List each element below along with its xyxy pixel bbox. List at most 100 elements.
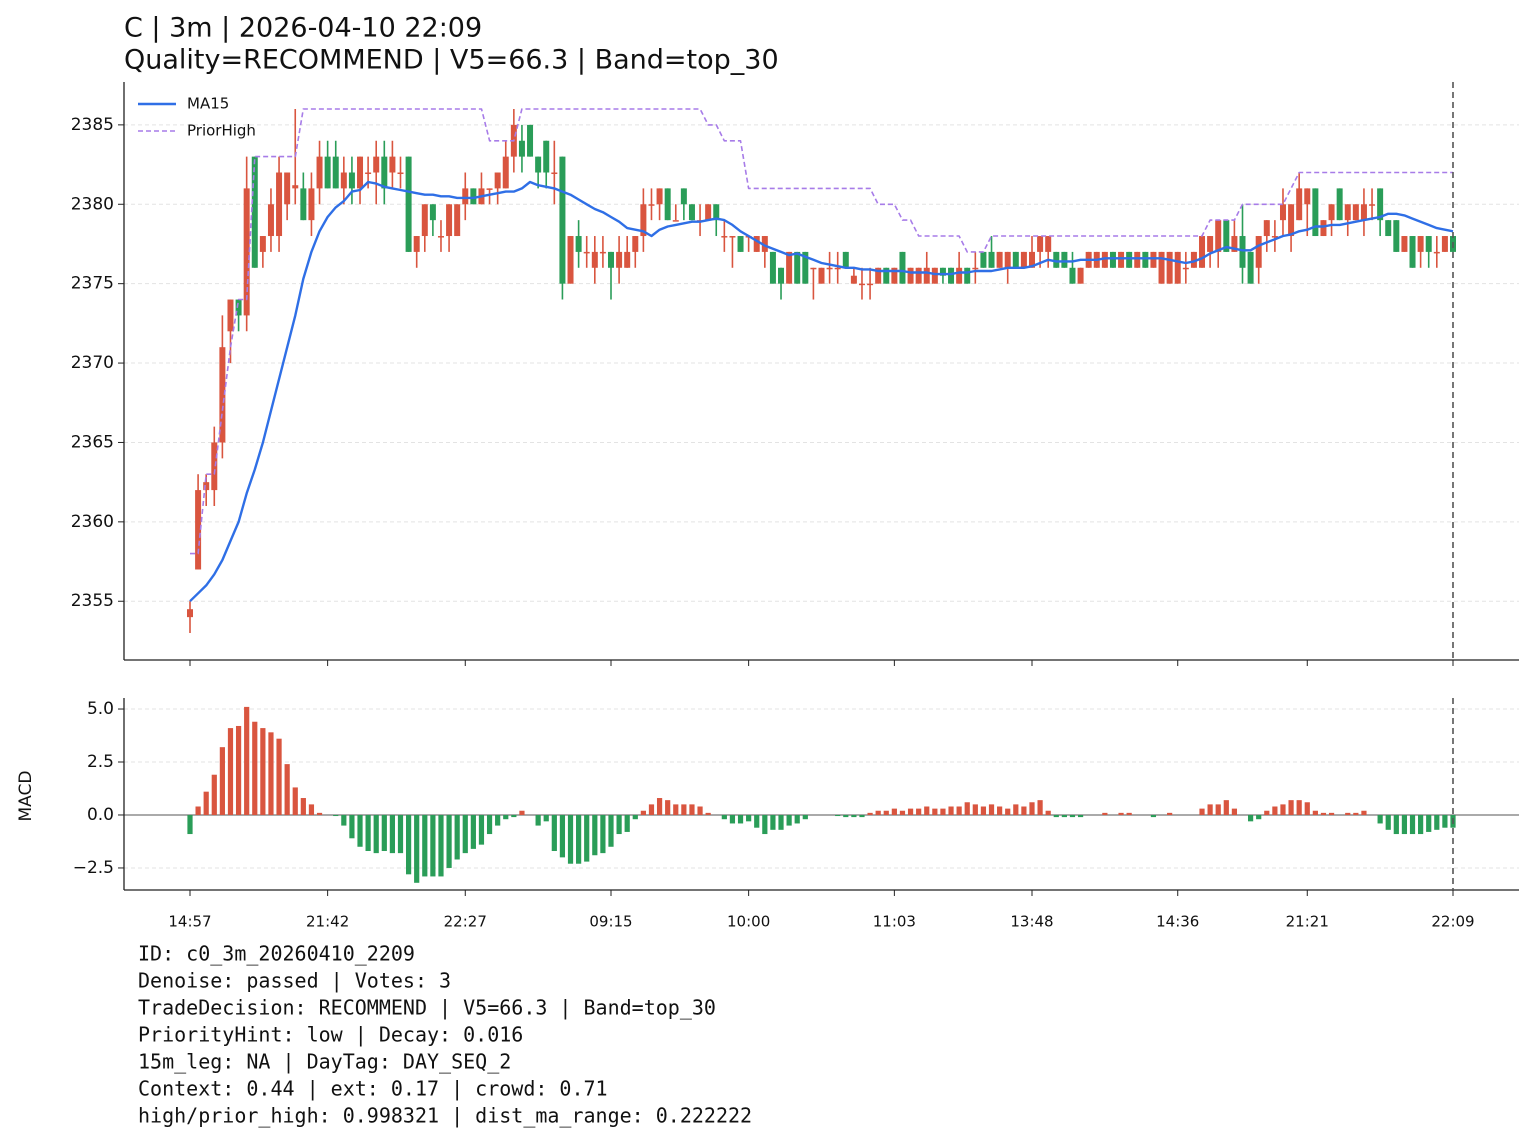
- macd-bar: [252, 721, 258, 815]
- macd-bar: [1264, 810, 1270, 815]
- macd-bar: [478, 814, 485, 845]
- candle-body: [980, 251, 987, 268]
- macd-bar: [1304, 802, 1310, 815]
- macd-bar: [867, 812, 873, 815]
- candle-body: [786, 251, 793, 284]
- candle-body: [1142, 251, 1149, 268]
- candle-body: [599, 251, 606, 254]
- candle-body: [850, 275, 857, 284]
- macd-bar: [1409, 814, 1416, 835]
- candle-body: [332, 156, 339, 189]
- candle-body: [340, 172, 347, 189]
- candle-body: [195, 490, 202, 570]
- y-tick-label: 2360: [71, 512, 114, 532]
- macd-bar: [1005, 808, 1011, 815]
- macd-bar: [1442, 814, 1448, 828]
- series-line: [189, 180, 1454, 603]
- macd-bar: [1280, 804, 1286, 815]
- macd-bar: [616, 814, 622, 835]
- candle-body: [211, 442, 218, 491]
- x-tick-label: 14:36: [1156, 913, 1199, 931]
- candle-body: [1304, 188, 1311, 205]
- macd-bar: [956, 806, 962, 815]
- macd-bar: [697, 806, 703, 815]
- macd-bar: [988, 804, 995, 815]
- candle-body: [964, 267, 971, 284]
- annotation-line: PriorityHint: low | Decay: 0.016: [138, 1023, 523, 1047]
- candle-body: [624, 251, 631, 268]
- macd-bar: [519, 810, 525, 815]
- macd-bar: [244, 706, 250, 815]
- y-tick-label: 2370: [71, 353, 114, 373]
- candle-body: [1223, 220, 1230, 252]
- candle-body: [1328, 204, 1335, 221]
- macd-bar: [503, 814, 509, 820]
- candle-body: [1393, 220, 1400, 252]
- candle-body: [405, 156, 412, 252]
- candle-body: [664, 188, 671, 221]
- macd-bar: [964, 802, 970, 815]
- candle-body: [1118, 251, 1125, 268]
- candle-body: [891, 267, 898, 284]
- macd-bar: [1199, 808, 1205, 815]
- candle-body: [583, 251, 590, 254]
- macd-bar: [721, 814, 727, 820]
- macd-bar: [1288, 800, 1294, 815]
- candle-body: [535, 156, 542, 173]
- candle-body: [931, 267, 938, 284]
- macd-bar: [430, 814, 436, 877]
- candle-body: [227, 299, 234, 332]
- macd-bar: [405, 814, 412, 875]
- candle-body: [1344, 204, 1351, 221]
- candle-body: [259, 236, 266, 252]
- candle-body: [1263, 220, 1270, 237]
- candle-body: [1166, 251, 1173, 284]
- candle-body: [818, 267, 825, 284]
- candle-body: [292, 185, 299, 189]
- candle-body: [187, 609, 193, 618]
- x-tick-label: 21:21: [1286, 913, 1329, 931]
- candle-body: [1199, 236, 1206, 268]
- macd-bar: [899, 810, 906, 815]
- y-tick-label: 2385: [71, 115, 114, 135]
- annotation-line: Denoise: passed | Votes: 3: [138, 969, 451, 993]
- candle-body: [1109, 251, 1116, 268]
- candle-body: [1029, 251, 1035, 268]
- macd-bar: [1401, 814, 1408, 835]
- macd-bar: [883, 810, 889, 815]
- candle-body: [867, 283, 874, 286]
- candle-body: [1247, 251, 1254, 284]
- candle-body: [381, 156, 388, 189]
- candle-body: [1377, 188, 1384, 221]
- macd-bar: [1231, 808, 1238, 815]
- candle-body: [688, 204, 695, 221]
- candle-body: [810, 267, 817, 270]
- candle-body: [1336, 188, 1343, 221]
- candle-body: [1207, 236, 1214, 252]
- candle-body: [429, 204, 436, 221]
- candle-body: [769, 251, 776, 284]
- x-tick-label: 11:03: [873, 913, 916, 931]
- macd-bar: [389, 814, 396, 854]
- macd-bar: [284, 764, 290, 815]
- candle-body: [907, 267, 914, 284]
- macd-bar: [1118, 812, 1124, 815]
- x-tick-label: 22:09: [1431, 913, 1474, 931]
- macd-bar: [438, 814, 444, 877]
- candle-body: [1061, 251, 1068, 268]
- candle-body: [1352, 204, 1359, 221]
- candle-body: [1360, 204, 1367, 221]
- macd-bar: [486, 814, 493, 835]
- macd-bar: [227, 728, 234, 815]
- macd-bar: [1053, 814, 1059, 818]
- candle-body: [875, 267, 882, 284]
- candle-body: [939, 267, 946, 276]
- macd-bar: [762, 814, 768, 835]
- macd-bar: [1061, 814, 1067, 818]
- annotation-line: TradeDecision: RECOMMEND | V5=66.3 | Ban…: [138, 996, 716, 1020]
- macd-bar: [1013, 804, 1019, 815]
- macd-bar: [980, 806, 987, 815]
- macd-bar: [1426, 814, 1432, 832]
- macd-bar: [1167, 812, 1173, 815]
- macd-bar: [292, 787, 298, 815]
